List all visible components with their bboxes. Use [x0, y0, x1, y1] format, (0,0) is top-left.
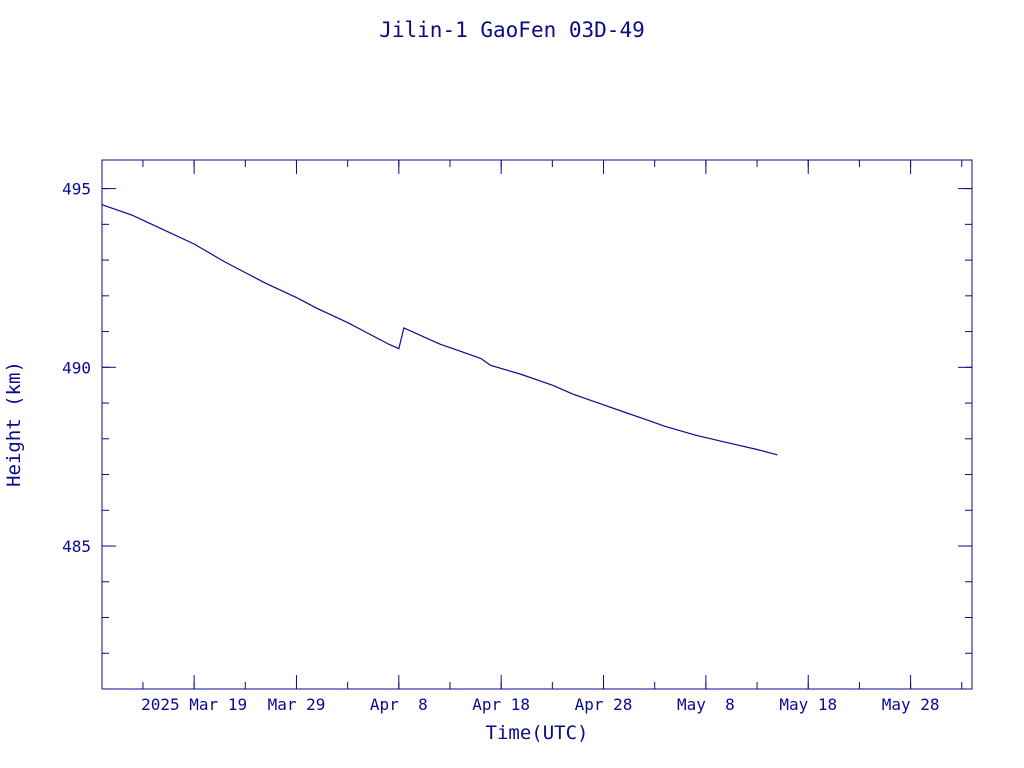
- chart-title: Jilin-1 GaoFen 03D-49: [379, 18, 645, 42]
- axis-tick-labels: 2025 Mar 19 Mar 29 Apr 8 Apr 18 Apr 28 May 8 M…: [62, 180, 939, 714]
- y-tick-label: 495: [62, 180, 91, 199]
- y-tick-label: 485: [62, 537, 91, 556]
- x-tick-label: Mar 29: [268, 695, 326, 714]
- x-tick-label: May 18: [779, 695, 837, 714]
- x-tick-label: 2025 Mar 19: [141, 695, 247, 714]
- x-tick-label: Apr 8: [370, 695, 428, 714]
- x-tick-label: May 28: [882, 695, 940, 714]
- y-axis-label: Height (km): [3, 361, 25, 487]
- y-tick-label: 490: [62, 358, 91, 377]
- x-tick-label: Apr 18: [472, 695, 530, 714]
- axis-ticks: [102, 160, 972, 690]
- x-tick-label: May 8: [677, 695, 735, 714]
- series-line: [101, 204, 778, 456]
- x-axis-label: Time(UTC): [486, 722, 589, 744]
- x-tick-label: Apr 28: [575, 695, 633, 714]
- plot-frame: [101, 159, 973, 690]
